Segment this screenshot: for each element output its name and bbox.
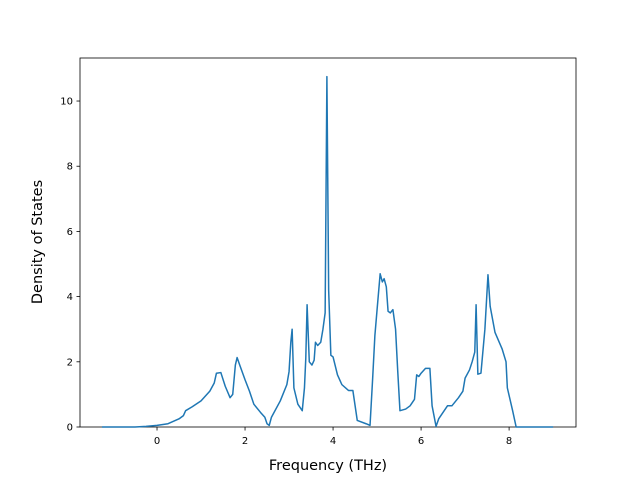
x-axis-label: Frequency (THz) [269, 458, 387, 474]
x-tick-label: 4 [330, 436, 336, 447]
y-tick-label: 8 [67, 162, 73, 173]
y-axis-label: Density of States [30, 180, 46, 304]
dos-line [102, 75, 554, 428]
x-tick-label: 0 [154, 436, 160, 447]
y-tick-label: 4 [67, 292, 73, 303]
x-tick-label: 2 [242, 436, 248, 447]
y-tick-label: 2 [67, 357, 73, 368]
y-tick-label: 10 [60, 97, 73, 108]
y-tick-label: 6 [67, 227, 73, 238]
x-tick-label: 6 [418, 436, 424, 447]
x-tick-label: 8 [506, 436, 512, 447]
y-tick-label: 0 [67, 423, 73, 434]
